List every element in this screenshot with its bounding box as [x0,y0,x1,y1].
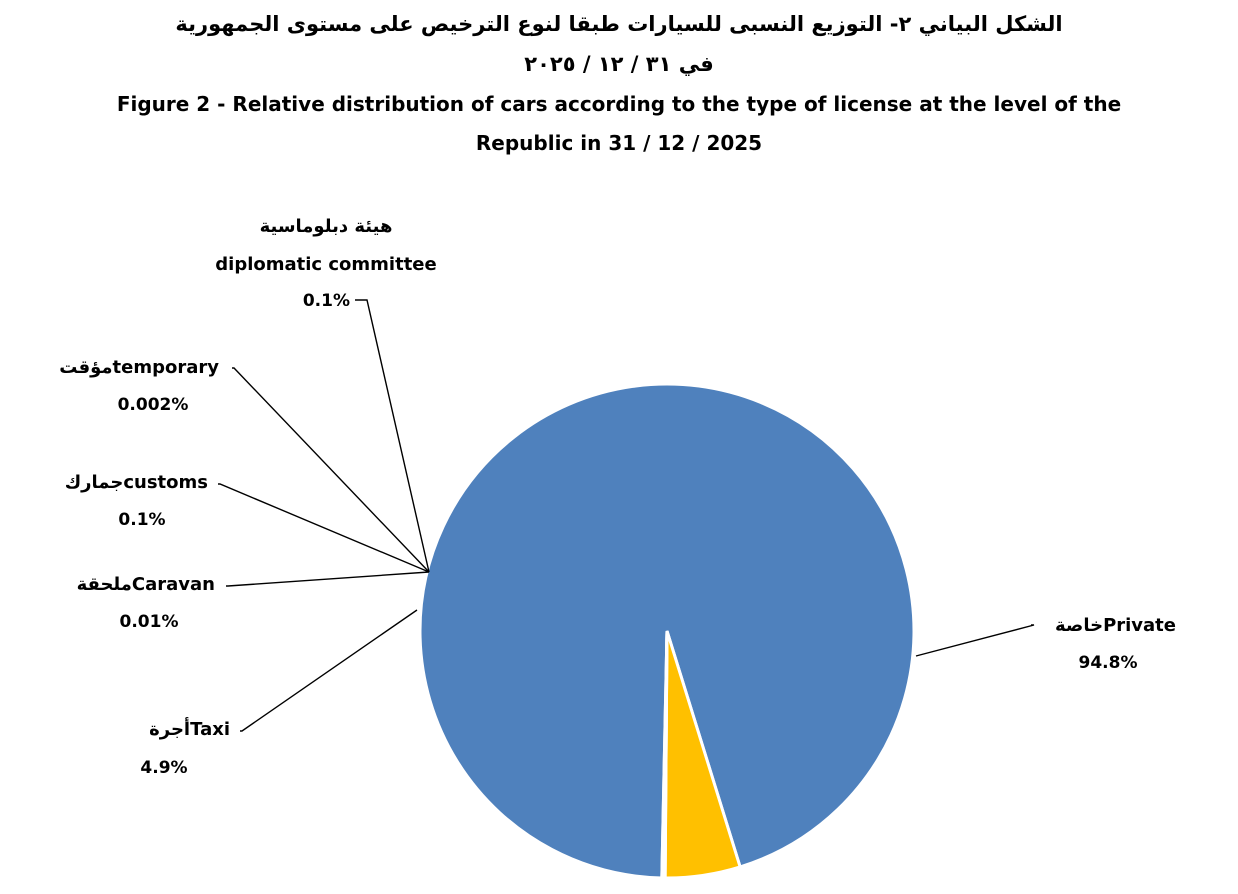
leader-line-diplomatic-committee [355,299,430,573]
slice-label-english-customs: customs [123,472,208,493]
slice-label-arabic-temporary: مؤقت [59,357,112,378]
slice-percent-caravan: 0.01% [120,612,179,632]
slice-label-english-private: Private [1103,615,1176,636]
slice-label-arabic-customs: جمارك [65,472,124,493]
slice-label-private: خاصةPrivate [1055,615,1176,636]
slice-labels: خاصةPrivate94.8%أجرةTaxi4.9%ملحقةCaravan… [59,216,1176,778]
slice-percent-taxi: 4.9% [140,758,187,778]
title-arabic-line1: الشكل البياني ٢- التوزيع النسبى للسيارات… [175,12,1063,36]
slice-label-customs: جماركcustoms [65,472,208,493]
leader-line-customs [218,483,430,573]
slice-label-caravan: ملحقةCaravan [77,574,215,595]
slice-label-taxi: أجرةTaxi [149,717,230,740]
slice-label-english-taxi: Taxi [190,719,230,740]
slice-label-arabic-diplomatic-committee: هيئة دبلوماسية [260,216,393,237]
slice-label-arabic-caravan: ملحقة [77,574,132,595]
leader-line-temporary [232,367,430,573]
leader-line-caravan [226,571,430,587]
title-arabic-line2: في ٣١ / ١٢ / ٢٠٢٥ [524,52,714,76]
leader-line-taxi [240,609,418,732]
leader-lines [218,299,1035,732]
slice-label-english-diplomatic-committee: diplomatic committee [215,254,436,275]
slice-label-english-temporary: temporary [113,357,220,378]
title-english-line1: Figure 2 - Relative distribution of cars… [116,92,1122,116]
slice-label-arabic-taxi: أجرة [149,717,190,740]
slice-label-temporary: مؤقتtemporary [59,357,219,378]
slice-percent-private: 94.8% [1079,653,1138,673]
leader-line-private [915,624,1035,657]
slice-percent-diplomatic-committee: 0.1% [303,291,350,311]
slice-percent-temporary: 0.002% [118,395,189,415]
slice-label-english-caravan: Caravan [132,574,215,595]
slice-percent-customs: 0.1% [118,510,165,530]
title-english-line2: Republic in 31 / 12 / 2025 [475,131,763,155]
slice-label-arabic-private: خاصة [1055,615,1103,636]
pie-slice-diplomatic-committee [660,630,669,880]
pie-slices [418,382,916,880]
